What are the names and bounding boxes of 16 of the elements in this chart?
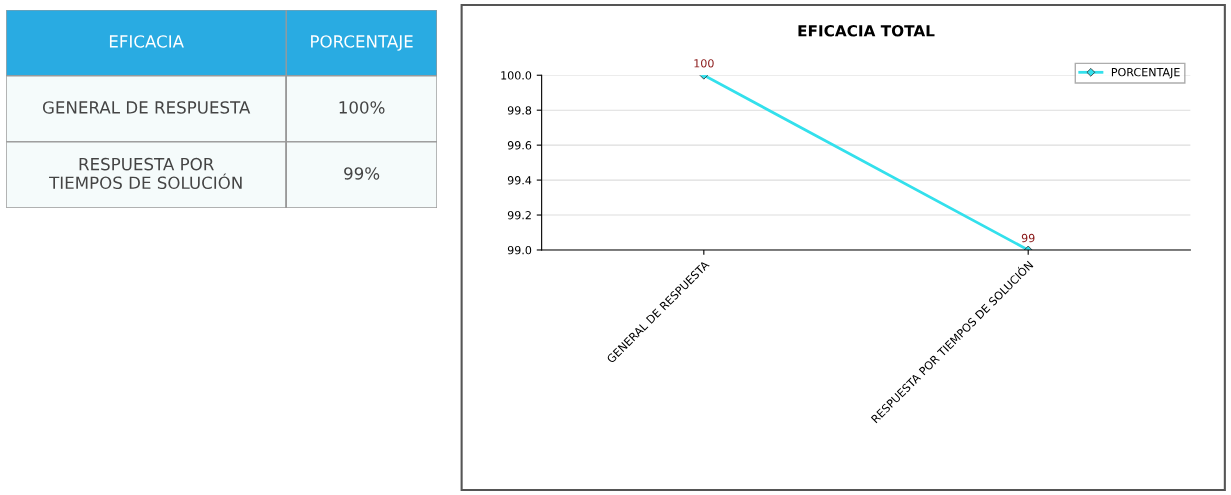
y-tick-label: 99.0 [507,245,532,255]
y-tick-label: 99.6 [507,141,532,150]
text: EFICACIA [109,35,184,48]
text: 100% [339,101,385,114]
y-tick-label: 99.8 [507,106,532,115]
y-tick-label: 100.0 [501,71,532,80]
data-label: 99 [1021,233,1035,243]
text: RESPUESTA POR TIEMPOS DE SOLUCIÓN [49,157,242,190]
text: PORCENTAJE [311,35,413,51]
legend-label: PORCENTAJE [1111,67,1180,79]
data-label: 100 [694,59,714,68]
y-tick-label: 99.4 [507,176,532,185]
text: GENERAL DE RESPUESTA [42,101,251,114]
text: 99% [344,167,380,180]
chart-title: EFICACIA TOTAL [798,25,935,37]
y-tick-label: 99.2 [507,211,531,220]
